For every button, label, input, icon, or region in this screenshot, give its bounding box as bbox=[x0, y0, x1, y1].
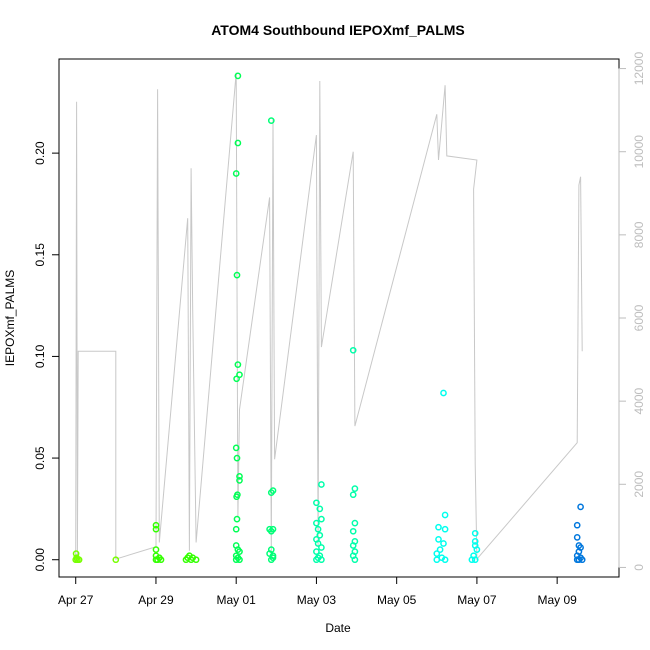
data-point bbox=[269, 554, 277, 562]
data-point bbox=[318, 544, 325, 551]
data-point bbox=[441, 556, 449, 564]
altitude-trace-line bbox=[75, 72, 583, 561]
altitude-trace-layer bbox=[75, 72, 583, 561]
data-point bbox=[468, 556, 476, 564]
data-point bbox=[192, 556, 200, 564]
y-tick-label: 0.00 bbox=[33, 548, 47, 572]
data-point bbox=[267, 117, 275, 124]
data-point bbox=[157, 556, 165, 564]
data-point bbox=[440, 540, 447, 547]
y-axis: 0.00 0.05 0.10 0.15 0.20 bbox=[33, 141, 60, 572]
data-point bbox=[471, 556, 479, 564]
data-point bbox=[351, 556, 359, 564]
data-point bbox=[573, 521, 581, 529]
data-point bbox=[313, 499, 320, 507]
data-point bbox=[234, 139, 242, 147]
data-point bbox=[316, 531, 324, 539]
data-point bbox=[236, 548, 243, 555]
x-tick-label: May 03 bbox=[297, 593, 337, 607]
chart-title: ATOM4 Southbound IEPOXmf_PALMS bbox=[211, 22, 465, 38]
data-point bbox=[349, 542, 357, 549]
data-point bbox=[232, 556, 240, 564]
secondary-y-tick-label: 2000 bbox=[632, 471, 646, 498]
y-tick-label: 0.05 bbox=[33, 446, 47, 470]
data-point bbox=[112, 556, 120, 564]
data-point bbox=[441, 525, 449, 533]
data-point bbox=[433, 550, 441, 557]
data-point bbox=[233, 271, 241, 279]
data-point bbox=[351, 485, 359, 492]
data-point bbox=[435, 523, 442, 531]
data-point bbox=[349, 491, 357, 499]
x-axis: Apr 27 Apr 29 May 01 May 03 May 05 May 07 May … bbox=[58, 576, 577, 607]
data-point bbox=[232, 170, 240, 177]
data-point bbox=[233, 493, 240, 501]
secondary-y-tick-label: 10000 bbox=[632, 135, 646, 169]
x-tick-label: May 09 bbox=[537, 593, 577, 607]
secondary-y-tick-label: 12000 bbox=[632, 52, 646, 86]
data-point bbox=[577, 503, 584, 511]
x-tick-label: May 01 bbox=[217, 593, 257, 607]
data-point bbox=[349, 527, 357, 535]
y-tick-label: 0.10 bbox=[33, 344, 47, 368]
data-point bbox=[234, 361, 242, 368]
data-point bbox=[269, 525, 277, 533]
x-tick-label: May 07 bbox=[457, 593, 497, 607]
data-point bbox=[473, 546, 481, 553]
data-point bbox=[441, 511, 449, 519]
data-points-layer bbox=[72, 72, 586, 564]
data-point bbox=[313, 519, 320, 527]
data-point bbox=[233, 454, 241, 462]
secondary-y-tick-label: 6000 bbox=[632, 304, 646, 331]
data-point bbox=[318, 481, 325, 488]
data-point bbox=[573, 534, 581, 541]
secondary-y-tick-label: 0 bbox=[632, 564, 646, 571]
data-point bbox=[349, 346, 357, 354]
data-point bbox=[232, 444, 240, 452]
x-tick-label: May 05 bbox=[377, 593, 417, 607]
data-point bbox=[233, 515, 241, 523]
data-point bbox=[234, 72, 242, 80]
data-point bbox=[152, 546, 160, 553]
secondary-y-tick-label: 4000 bbox=[632, 387, 646, 414]
x-tick-label: Apr 27 bbox=[58, 593, 94, 607]
data-point bbox=[433, 556, 441, 564]
data-point bbox=[578, 556, 586, 564]
data-point bbox=[471, 538, 479, 545]
y-tick-label: 0.15 bbox=[33, 243, 47, 267]
data-point bbox=[236, 473, 243, 480]
data-point bbox=[471, 529, 479, 537]
data-point bbox=[435, 536, 442, 543]
data-point bbox=[351, 519, 359, 527]
data-point bbox=[318, 515, 325, 523]
data-point bbox=[233, 375, 240, 383]
plot-frame bbox=[58, 58, 620, 578]
data-point bbox=[152, 521, 160, 529]
secondary-y-tick-label: 8000 bbox=[632, 221, 646, 248]
data-point bbox=[313, 556, 320, 564]
data-point bbox=[314, 540, 322, 547]
data-point bbox=[236, 556, 243, 564]
data-point bbox=[313, 548, 320, 555]
secondary-y-axis: 0 2000 4000 6000 8000 10000 12000 bbox=[618, 52, 646, 571]
x-axis-label: Date bbox=[325, 621, 351, 635]
data-point bbox=[232, 525, 240, 533]
data-point bbox=[436, 546, 444, 553]
data-point bbox=[72, 550, 80, 557]
data-point bbox=[440, 389, 447, 397]
x-tick-label: Apr 29 bbox=[138, 593, 174, 607]
data-point bbox=[75, 556, 83, 564]
data-point bbox=[152, 525, 160, 533]
data-point bbox=[269, 487, 277, 494]
data-point bbox=[316, 505, 324, 513]
data-point bbox=[314, 525, 322, 533]
y-tick-label: 0.20 bbox=[33, 141, 47, 165]
data-point bbox=[236, 477, 243, 484]
y-axis-label: IEPOXmf_PALMS bbox=[3, 270, 17, 366]
